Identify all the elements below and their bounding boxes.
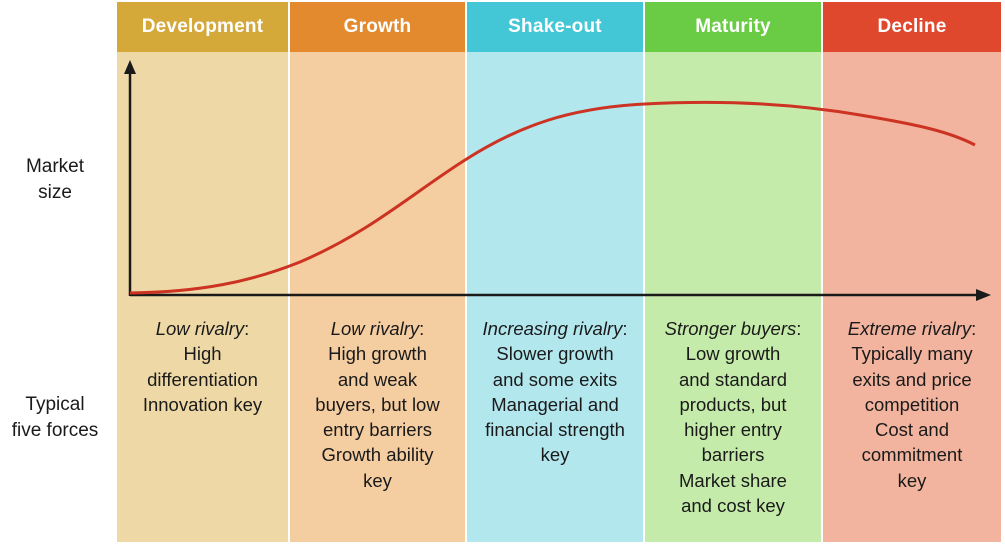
stage-header: Development [117,2,288,52]
market-size-label: Market size [0,154,110,206]
stage-text-line: and standard [678,368,787,390]
rivalry-label: Increasing rivalry [482,318,623,339]
stage-text-line: products, but [679,393,787,415]
stage-text-line: commitment [861,444,963,466]
stage-column-decline: Decline Extreme rivalry: Typically many exi… [823,2,1001,542]
stage-text-line: competition [864,393,960,415]
stage-text-line: Managerial and [491,393,619,415]
stage-five-forces-text: Low rivalry: High growth and weak buyers, b… [290,316,465,493]
stage-column-shake-out: Shake-out Increasing rivalry: Slower growt… [467,2,643,542]
stage-five-forces-text: Extreme rivalry: Typically many exits and … [823,316,1001,493]
stage-column-development: Development Low rivalry: High differentiati… [117,2,288,542]
stage-text-line: key [363,469,392,491]
stage-five-forces-text: Low rivalry: High differentiation Innovatio… [117,316,288,417]
stage-text-line: Market share [679,469,787,491]
stage-text-line: entry barriers [323,419,432,441]
stage-text-line: exits and price [852,368,972,390]
stage-text-line: Typically many [851,343,973,365]
stage-text-line: higher entry [684,419,782,441]
stage-header: Decline [823,2,1001,52]
rivalry-lead: Low rivalry: [155,318,250,339]
stage-five-forces-text: Stronger buyers: Low growth and standard pr… [645,316,821,518]
stage-text-line: High [183,343,222,365]
five-forces-label-line-1: Typical [25,394,85,415]
rivalry-lead: Stronger buyers: [664,318,802,339]
stage-column-maturity: Maturity Stronger buyers: Low growth and st… [645,2,821,542]
rivalry-lead: Extreme rivalry: [847,318,977,339]
x-axis-arrowhead [976,289,991,301]
rivalry-lead: Low rivalry: [330,318,425,339]
stage-text-line: and weak [337,368,418,390]
stage-column-growth: Growth Low rivalry: High growth and weak buy… [290,2,465,542]
stage-text-line: High growth [328,343,427,365]
stage-text-line: key [540,444,570,466]
stage-text-line: Low growth [685,343,781,365]
rivalry-label: Extreme rivalry [847,318,972,339]
market-size-curve [129,100,976,295]
stage-text-line: Cost and [874,419,950,441]
stage-text-line: Slower growth [496,343,614,365]
stage-header: Maturity [645,2,821,52]
stage-text-line: differentiation [147,368,258,390]
rivalry-label: Low rivalry [155,318,245,339]
rivalry-label: Low rivalry [330,318,420,339]
stage-text-line: key [897,469,927,491]
five-forces-label-line-2: five forces [11,420,99,441]
stage-header: Growth [290,2,465,52]
stage-text-line: and some exits [492,368,618,390]
stage-five-forces-text: Increasing rivalry: Slower growth and some… [467,316,643,468]
y-axis-arrowhead [124,60,136,74]
stage-text-line: and cost key [681,495,785,517]
stage-text-line: Innovation key [142,393,263,415]
stage-text-line: Growth ability [321,444,434,466]
market-size-label-line-2: size [38,182,72,203]
stage-text-line: buyers, but low [315,393,440,415]
stage-header: Shake-out [467,2,643,52]
stage-text-line: barriers [701,444,765,466]
rivalry-label: Stronger buyers [664,318,797,339]
rivalry-lead: Increasing rivalry: [482,318,628,339]
five-forces-label: Typical five forces [0,392,110,444]
stage-text-line: financial strength [485,419,625,441]
market-size-label-line-1: Market [25,156,85,177]
